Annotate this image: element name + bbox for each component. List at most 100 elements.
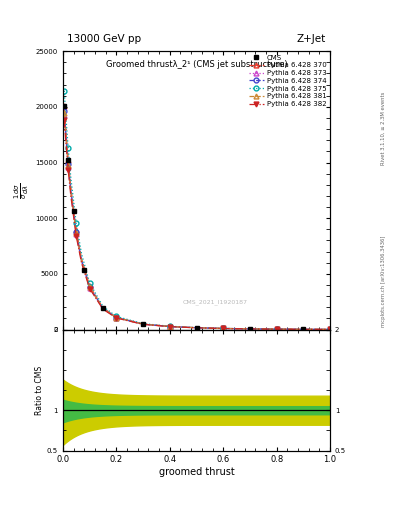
Text: Z+Jet: Z+Jet xyxy=(297,33,326,44)
Pythia 6.428 375 xyxy=(328,326,332,332)
Pythia 6.428 375 xyxy=(114,313,119,319)
Pythia 6.428 382 xyxy=(141,322,145,328)
Pythia 6.428 375 xyxy=(63,109,68,115)
Pythia 6.428 381 xyxy=(63,129,68,135)
Pythia 6.428 373 xyxy=(248,326,252,332)
Pythia 6.428 370 xyxy=(328,326,332,332)
Y-axis label: Ratio to CMS: Ratio to CMS xyxy=(35,366,44,415)
Pythia 6.428 381 xyxy=(301,326,306,332)
CMS xyxy=(248,326,252,332)
Pythia 6.428 375 xyxy=(167,323,172,329)
Pythia 6.428 375 xyxy=(194,325,199,331)
Pythia 6.428 381 xyxy=(167,324,172,330)
Pythia 6.428 382 xyxy=(68,194,73,200)
Pythia 6.428 370 xyxy=(141,321,145,327)
Pythia 6.428 382 xyxy=(79,260,84,266)
Pythia 6.428 381 xyxy=(221,326,226,332)
Pythia 6.428 374 xyxy=(74,229,79,236)
Legend: CMS, Pythia 6.428 370, Pythia 6.428 373, Pythia 6.428 374, Pythia 6.428 375, Pyt: CMS, Pythia 6.428 370, Pythia 6.428 373,… xyxy=(248,53,328,109)
Pythia 6.428 375 xyxy=(74,220,79,226)
Pythia 6.428 374 xyxy=(328,326,332,332)
Pythia 6.428 373 xyxy=(194,325,199,331)
Pythia 6.428 381 xyxy=(74,230,79,237)
Pythia 6.428 374 xyxy=(301,326,306,332)
Pythia 6.428 373 xyxy=(66,164,71,170)
Pythia 6.428 375 xyxy=(221,325,226,331)
Pythia 6.428 373 xyxy=(221,326,226,332)
Pythia 6.428 381 xyxy=(101,306,105,312)
Pythia 6.428 374 xyxy=(68,188,73,194)
Pythia 6.428 382 xyxy=(194,325,199,331)
Pythia 6.428 382 xyxy=(248,326,252,332)
Pythia 6.428 382 xyxy=(328,326,332,332)
Line: Pythia 6.428 374: Pythia 6.428 374 xyxy=(62,109,332,332)
Line: Pythia 6.428 381: Pythia 6.428 381 xyxy=(62,111,332,332)
Pythia 6.428 381 xyxy=(62,110,66,116)
Text: CMS_2021_I1920187: CMS_2021_I1920187 xyxy=(183,299,248,305)
Pythia 6.428 370 xyxy=(68,185,73,191)
Pythia 6.428 381 xyxy=(328,326,332,332)
Pythia 6.428 373 xyxy=(167,324,172,330)
Pythia 6.428 374 xyxy=(87,284,92,290)
Pythia 6.428 382 xyxy=(62,117,66,123)
Pythia 6.428 373 xyxy=(114,315,119,321)
Pythia 6.428 382 xyxy=(274,326,279,332)
Pythia 6.428 375 xyxy=(248,326,252,332)
Text: Rivet 3.1.10, ≥ 2.3M events: Rivet 3.1.10, ≥ 2.3M events xyxy=(381,91,386,165)
Pythia 6.428 370 xyxy=(101,305,105,311)
Pythia 6.428 375 xyxy=(274,326,279,332)
Pythia 6.428 374 xyxy=(62,108,66,114)
Pythia 6.428 375 xyxy=(68,175,73,181)
Pythia 6.428 373 xyxy=(274,326,279,332)
Text: Groomed thrustλ_2¹ (CMS jet substructure): Groomed thrustλ_2¹ (CMS jet substructure… xyxy=(106,59,287,69)
Pythia 6.428 374 xyxy=(194,325,199,331)
Pythia 6.428 370 xyxy=(274,326,279,332)
Pythia 6.428 374 xyxy=(141,321,145,327)
Pythia 6.428 382 xyxy=(101,306,105,312)
CMS xyxy=(194,325,199,331)
Pythia 6.428 373 xyxy=(141,321,145,327)
Pythia 6.428 381 xyxy=(87,284,92,290)
Pythia 6.428 373 xyxy=(62,112,66,118)
Pythia 6.428 381 xyxy=(248,326,252,332)
Pythia 6.428 375 xyxy=(141,321,145,327)
Pythia 6.428 373 xyxy=(301,326,306,332)
Pythia 6.428 374 xyxy=(274,326,279,332)
Pythia 6.428 374 xyxy=(66,160,71,166)
Y-axis label: $\frac{1}{\sigma}\frac{d\sigma}{d\lambda}$: $\frac{1}{\sigma}\frac{d\sigma}{d\lambda… xyxy=(13,182,31,199)
Pythia 6.428 374 xyxy=(248,326,252,332)
Pythia 6.428 370 xyxy=(248,326,252,332)
Pythia 6.428 373 xyxy=(63,131,68,137)
Pythia 6.428 381 xyxy=(114,314,119,321)
Pythia 6.428 382 xyxy=(167,324,172,330)
Pythia 6.428 375 xyxy=(301,326,306,332)
Pythia 6.428 382 xyxy=(74,233,79,239)
Text: 13000 GeV pp: 13000 GeV pp xyxy=(67,33,141,44)
Pythia 6.428 370 xyxy=(194,325,199,331)
Line: Pythia 6.428 382: Pythia 6.428 382 xyxy=(62,117,332,332)
Pythia 6.428 374 xyxy=(79,257,84,263)
Pythia 6.428 370 xyxy=(87,283,92,289)
Pythia 6.428 375 xyxy=(79,251,84,257)
Pythia 6.428 373 xyxy=(74,231,79,238)
Line: Pythia 6.428 375: Pythia 6.428 375 xyxy=(62,88,332,332)
CMS xyxy=(141,321,145,327)
Pythia 6.428 381 xyxy=(68,189,73,196)
Pythia 6.428 373 xyxy=(328,326,332,332)
CMS xyxy=(71,208,76,215)
Pythia 6.428 374 xyxy=(114,314,119,321)
Pythia 6.428 381 xyxy=(274,326,279,332)
Pythia 6.428 374 xyxy=(101,305,105,311)
CMS xyxy=(66,157,71,163)
Pythia 6.428 370 xyxy=(221,325,226,331)
CMS xyxy=(82,267,86,273)
Pythia 6.428 370 xyxy=(167,324,172,330)
Pythia 6.428 382 xyxy=(63,135,68,141)
Line: Pythia 6.428 373: Pythia 6.428 373 xyxy=(62,113,332,332)
Pythia 6.428 375 xyxy=(66,145,71,152)
CMS xyxy=(101,305,105,311)
Pythia 6.428 375 xyxy=(101,303,105,309)
Pythia 6.428 375 xyxy=(87,280,92,286)
X-axis label: groomed thrust: groomed thrust xyxy=(159,467,234,477)
Pythia 6.428 381 xyxy=(79,258,84,264)
